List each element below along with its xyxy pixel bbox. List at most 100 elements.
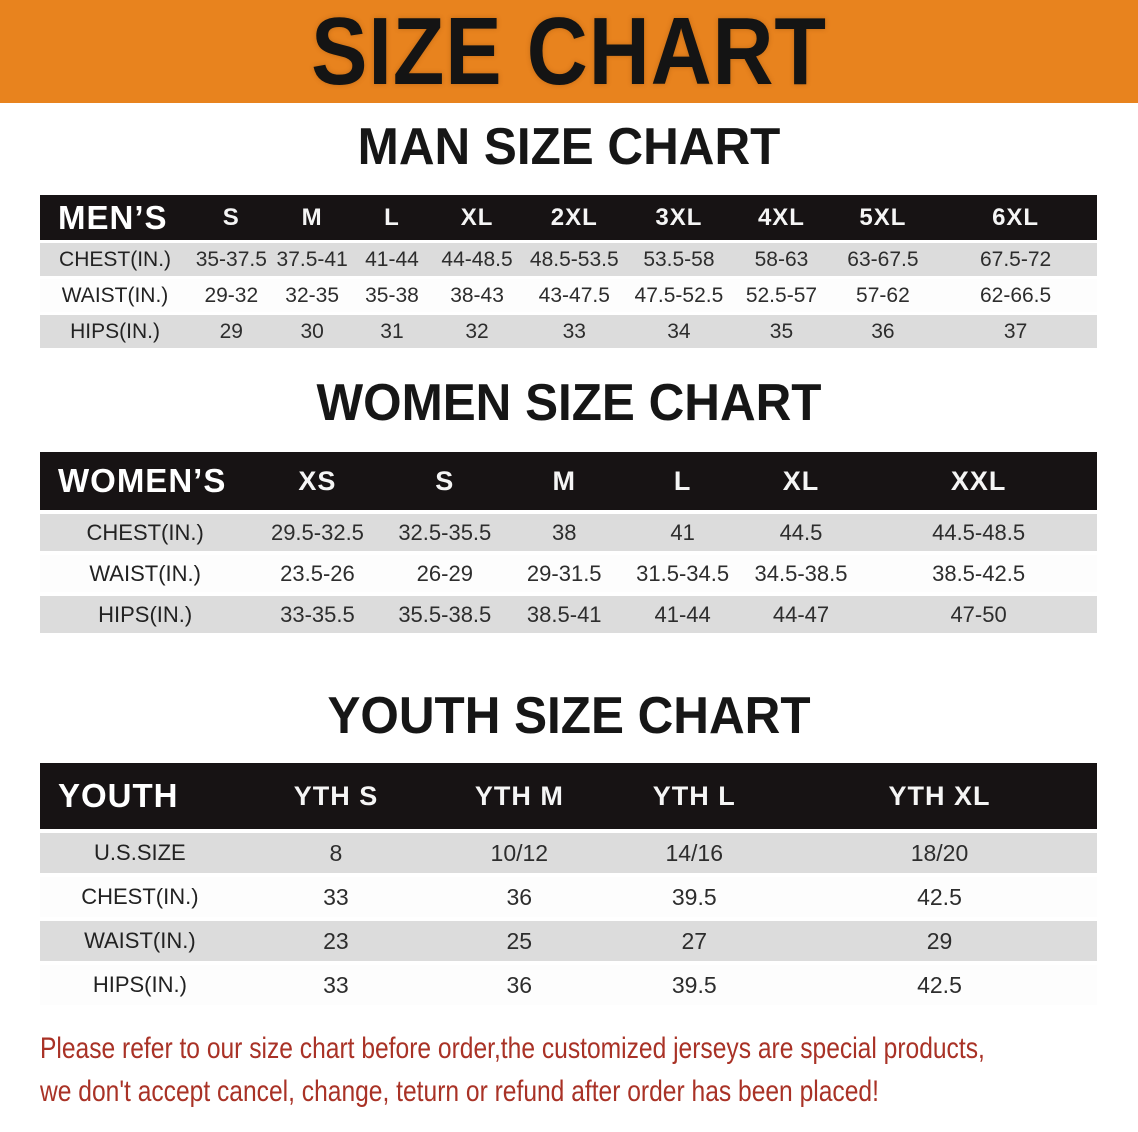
size-column-header: XL bbox=[741, 452, 861, 510]
size-column-header: 4XL bbox=[731, 195, 832, 240]
size-value-cell: 48.5-53.5 bbox=[521, 243, 627, 276]
men-size-table: MEN’S S M L XL 2XL 3XL 4XL 5XL 6XL CHEST(IN.) 35-37… bbox=[40, 192, 1097, 351]
women-size-chart-section: WOMEN SIZE CHART WOMEN’S XS S M L XL XXL CHEST(… bbox=[0, 375, 1138, 637]
size-value-cell: 38 bbox=[505, 514, 624, 551]
table-row: CHEST(IN.) 29.5-32.5 32.5-35.5 38 41 44.5 44.5… bbox=[40, 514, 1097, 551]
size-value-cell: 23.5-26 bbox=[250, 555, 385, 592]
size-column-header: YTH M bbox=[432, 763, 607, 829]
size-column-header: 3XL bbox=[626, 195, 732, 240]
size-value-cell: 37 bbox=[934, 315, 1097, 348]
size-column-header: XS bbox=[250, 452, 385, 510]
size-value-cell: 29.5-32.5 bbox=[250, 514, 385, 551]
size-value-cell: 33 bbox=[239, 877, 433, 917]
youth-size-chart-heading: YOUTH SIZE CHART bbox=[327, 687, 811, 745]
size-value-cell: 44-47 bbox=[741, 596, 861, 633]
size-value-cell: 63-67.5 bbox=[831, 243, 935, 276]
size-value-cell: 30 bbox=[272, 315, 352, 348]
row-label: HIPS(IN.) bbox=[40, 315, 191, 348]
disclaimer-line-1: Please refer to our size chart before or… bbox=[40, 1032, 985, 1065]
size-value-cell: 37.5-41 bbox=[272, 243, 352, 276]
table-header-row: MEN’S S M L XL 2XL 3XL 4XL 5XL 6XL bbox=[40, 195, 1097, 240]
size-value-cell: 32-35 bbox=[272, 279, 352, 312]
table-header-row: WOMEN’S XS S M L XL XXL bbox=[40, 452, 1097, 510]
disclaimer: Please refer to our size chart before or… bbox=[40, 1027, 1138, 1113]
size-value-cell: 34 bbox=[626, 315, 732, 348]
size-value-cell: 10/12 bbox=[432, 833, 607, 873]
table-row: WAIST(IN.) 23.5-26 26-29 29-31.5 31.5-34.5 34… bbox=[40, 555, 1097, 592]
size-value-cell: 44.5-48.5 bbox=[860, 514, 1097, 551]
man-size-chart-section: MAN SIZE CHART MEN’S S M L XL 2XL 3XL 4XL 5XL 6XL… bbox=[0, 119, 1138, 351]
size-value-cell: 38.5-41 bbox=[505, 596, 624, 633]
size-value-cell: 44-48.5 bbox=[432, 243, 522, 276]
size-value-cell: 23 bbox=[239, 921, 433, 961]
size-value-cell: 27 bbox=[606, 921, 782, 961]
size-value-cell: 47.5-52.5 bbox=[626, 279, 732, 312]
size-value-cell: 8 bbox=[239, 833, 433, 873]
size-value-cell: 58-63 bbox=[731, 243, 832, 276]
size-value-cell: 41 bbox=[623, 514, 742, 551]
size-chart-banner: SIZE CHART bbox=[0, 0, 1138, 103]
size-column-header: S bbox=[190, 195, 273, 240]
table-header-row: YOUTH YTH S YTH M YTH L YTH XL bbox=[40, 763, 1097, 829]
women-size-table: WOMEN’S XS S M L XL XXL CHEST(IN.) 29.5-32.5 32.5… bbox=[40, 448, 1097, 637]
table-corner-label: YOUTH bbox=[40, 763, 240, 829]
table-row: HIPS(IN.) 33 36 39.5 42.5 bbox=[40, 965, 1097, 1005]
table-row: WAIST(IN.) 23 25 27 29 bbox=[40, 921, 1097, 961]
size-value-cell: 35 bbox=[731, 315, 832, 348]
size-value-cell: 14/16 bbox=[606, 833, 782, 873]
size-value-cell: 42.5 bbox=[781, 965, 1097, 1005]
youth-size-table: YOUTH YTH S YTH M YTH L YTH XL U.S.SIZE 8 10/12… bbox=[40, 759, 1097, 1009]
size-column-header: YTH L bbox=[606, 763, 782, 829]
table-row: CHEST(IN.) 35-37.5 37.5-41 41-44 44-48.5 48.5… bbox=[40, 243, 1097, 276]
table-row: HIPS(IN.) 33-35.5 35.5-38.5 38.5-41 41-44 44-… bbox=[40, 596, 1097, 633]
table-corner-label: MEN’S bbox=[40, 195, 191, 240]
size-value-cell: 39.5 bbox=[606, 965, 782, 1005]
size-value-cell: 32 bbox=[432, 315, 522, 348]
youth-size-chart-section: YOUTH SIZE CHART YOUTH YTH S YTH M YTH L YTH… bbox=[0, 688, 1138, 1009]
size-value-cell: 31 bbox=[351, 315, 433, 348]
size-value-cell: 33-35.5 bbox=[250, 596, 385, 633]
row-label: HIPS(IN.) bbox=[40, 596, 251, 633]
man-size-chart-heading: MAN SIZE CHART bbox=[357, 118, 781, 176]
size-value-cell: 38.5-42.5 bbox=[860, 555, 1097, 592]
size-value-cell: 41-44 bbox=[623, 596, 742, 633]
size-value-cell: 35-38 bbox=[351, 279, 433, 312]
size-value-cell: 34.5-38.5 bbox=[741, 555, 861, 592]
size-value-cell: 31.5-34.5 bbox=[623, 555, 742, 592]
row-label: WAIST(IN.) bbox=[40, 921, 240, 961]
table-row: HIPS(IN.) 29 30 31 32 33 34 35 36 37 bbox=[40, 315, 1097, 348]
size-value-cell: 36 bbox=[432, 965, 607, 1005]
women-size-chart-heading: WOMEN SIZE CHART bbox=[316, 374, 822, 432]
table-corner-label: WOMEN’S bbox=[40, 452, 251, 510]
size-column-header: 5XL bbox=[831, 195, 935, 240]
size-value-cell: 29 bbox=[190, 315, 273, 348]
size-column-header: M bbox=[505, 452, 624, 510]
size-value-cell: 33 bbox=[239, 965, 433, 1005]
row-label: CHEST(IN.) bbox=[40, 243, 191, 276]
size-value-cell: 18/20 bbox=[781, 833, 1097, 873]
row-label: U.S.SIZE bbox=[40, 833, 240, 873]
size-value-cell: 62-66.5 bbox=[934, 279, 1097, 312]
size-value-cell: 53.5-58 bbox=[626, 243, 732, 276]
disclaimer-line-2: we don't accept cancel, change, teturn o… bbox=[40, 1075, 879, 1108]
row-label: CHEST(IN.) bbox=[40, 877, 240, 917]
size-value-cell: 36 bbox=[831, 315, 935, 348]
size-value-cell: 52.5-57 bbox=[731, 279, 832, 312]
size-value-cell: 29-31.5 bbox=[505, 555, 624, 592]
row-label: HIPS(IN.) bbox=[40, 965, 240, 1005]
size-value-cell: 32.5-35.5 bbox=[384, 514, 506, 551]
table-row: U.S.SIZE 8 10/12 14/16 18/20 bbox=[40, 833, 1097, 873]
size-value-cell: 35.5-38.5 bbox=[384, 596, 506, 633]
size-value-cell: 25 bbox=[432, 921, 607, 961]
row-label: WAIST(IN.) bbox=[40, 555, 251, 592]
size-value-cell: 44.5 bbox=[741, 514, 861, 551]
size-value-cell: 43-47.5 bbox=[521, 279, 627, 312]
size-value-cell: 42.5 bbox=[781, 877, 1097, 917]
size-column-header: M bbox=[272, 195, 352, 240]
size-value-cell: 29-32 bbox=[190, 279, 273, 312]
size-value-cell: 41-44 bbox=[351, 243, 433, 276]
size-value-cell: 33 bbox=[521, 315, 627, 348]
row-label: WAIST(IN.) bbox=[40, 279, 191, 312]
size-column-header: XL bbox=[432, 195, 522, 240]
size-value-cell: 26-29 bbox=[384, 555, 506, 592]
